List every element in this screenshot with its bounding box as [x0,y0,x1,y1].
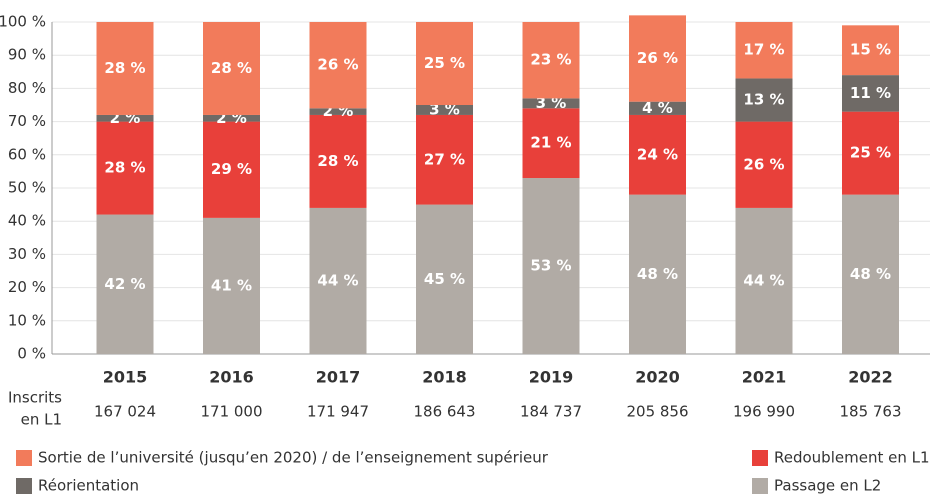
y-tick-label: 100 % [0,13,46,31]
y-tick-label: 50 % [8,179,46,197]
bar-segment [416,105,473,115]
bar-segment [416,114,473,205]
value-label: 48 % [850,265,891,283]
bar-segment [629,114,686,195]
legend-label: Passage en L2 [774,477,881,495]
y-tick-label: 80 % [8,79,46,97]
bar-segment [309,22,367,109]
value-label: 44 % [317,271,358,289]
value-label: 25 % [424,54,465,72]
value-label: 27 % [424,150,465,168]
x-tick-label: 2019 [529,368,574,387]
legend-swatch [752,450,768,466]
value-label: 15 % [850,41,891,59]
y-tick-label: 40 % [8,212,46,230]
bar-segment [416,22,473,105]
bar-segment [96,114,154,122]
x-tick-label: 2018 [422,368,467,387]
x-tick-label: 2020 [635,368,680,387]
bar-segment [629,101,686,115]
enrolled-value: 205 856 [626,403,688,421]
legend-label: Réorientation [38,477,139,495]
y-tick-label: 0 % [17,345,46,363]
bar-segment [203,22,260,115]
y-tick-label: 90 % [8,46,46,64]
enrolled-value: 167 024 [94,403,156,421]
legend-swatch [752,478,768,494]
bar-segment [309,114,367,208]
bar-segment [203,114,260,122]
value-label: 26 % [317,56,358,74]
enrolled-value: 186 643 [413,403,475,421]
x-tick-label: 2021 [742,368,787,387]
x-tick-label: 2017 [316,368,361,387]
bar-segment [522,178,580,354]
value-label: 23 % [530,51,571,69]
bar-segment [842,111,899,195]
y-tick-label: 60 % [8,145,46,163]
bar-segment [416,204,473,354]
value-label: 26 % [637,49,678,67]
y-tick-label: 20 % [8,278,46,296]
value-label: 4 % [642,99,673,117]
enrolled-value: 185 763 [839,403,901,421]
enrolled-value: 171 947 [307,403,369,421]
value-label: 45 % [424,270,465,288]
enrolled-value: 196 990 [733,403,795,421]
bar-segment [842,75,899,112]
value-label: 24 % [637,145,678,163]
bar-segment [629,194,686,354]
bar-segment [735,22,793,79]
value-label: 28 % [211,59,252,77]
value-label: 13 % [743,91,784,109]
value-label: 21 % [530,134,571,152]
value-label: 28 % [104,59,145,77]
value-label: 11 % [850,84,891,102]
bar-segment [735,78,793,122]
value-label: 48 % [637,265,678,283]
bar-segment [203,121,260,218]
value-label: 28 % [317,152,358,170]
bar-segment [629,15,686,102]
x-tick-label: 2016 [209,368,254,387]
legend-swatch [16,478,32,494]
bar-segment [309,108,367,115]
value-label: 41 % [211,276,252,294]
bar-segment [842,194,899,354]
bar-segment [735,207,793,354]
legend-label: Sortie de l’université (jusqu’en 2020) /… [38,449,549,467]
x-tick-label: 2022 [848,368,893,387]
bar-segment [522,22,580,99]
bar-segment [203,217,260,354]
y-tick-label: 70 % [8,112,46,130]
bar-segment [96,121,154,215]
legend-swatch [16,450,32,466]
y-tick-label: 10 % [8,311,46,329]
bar-segment [522,98,580,109]
value-label: 42 % [104,275,145,293]
value-label: 53 % [530,257,571,275]
bar-segment [96,214,154,354]
x-tick-label: 2015 [103,368,148,387]
enrolled-value: 184 737 [520,403,582,421]
value-label: 44 % [743,271,784,289]
value-label: 26 % [743,155,784,173]
legend-label: Redoublement en L1 [774,449,930,467]
value-label: 29 % [211,160,252,178]
bar-segment [735,121,793,208]
y-tick-label: 30 % [8,245,46,263]
bar-segment [309,207,367,354]
enrolled-value: 171 000 [200,403,262,421]
value-label: 25 % [850,144,891,162]
value-label: 28 % [104,159,145,177]
enrolled-label: en L1 [21,411,62,429]
bar-segment [842,25,899,76]
bar-segment [96,22,154,115]
value-label: 17 % [743,41,784,59]
bar-segment [522,108,580,179]
enrolled-label: Inscrits [8,389,62,407]
